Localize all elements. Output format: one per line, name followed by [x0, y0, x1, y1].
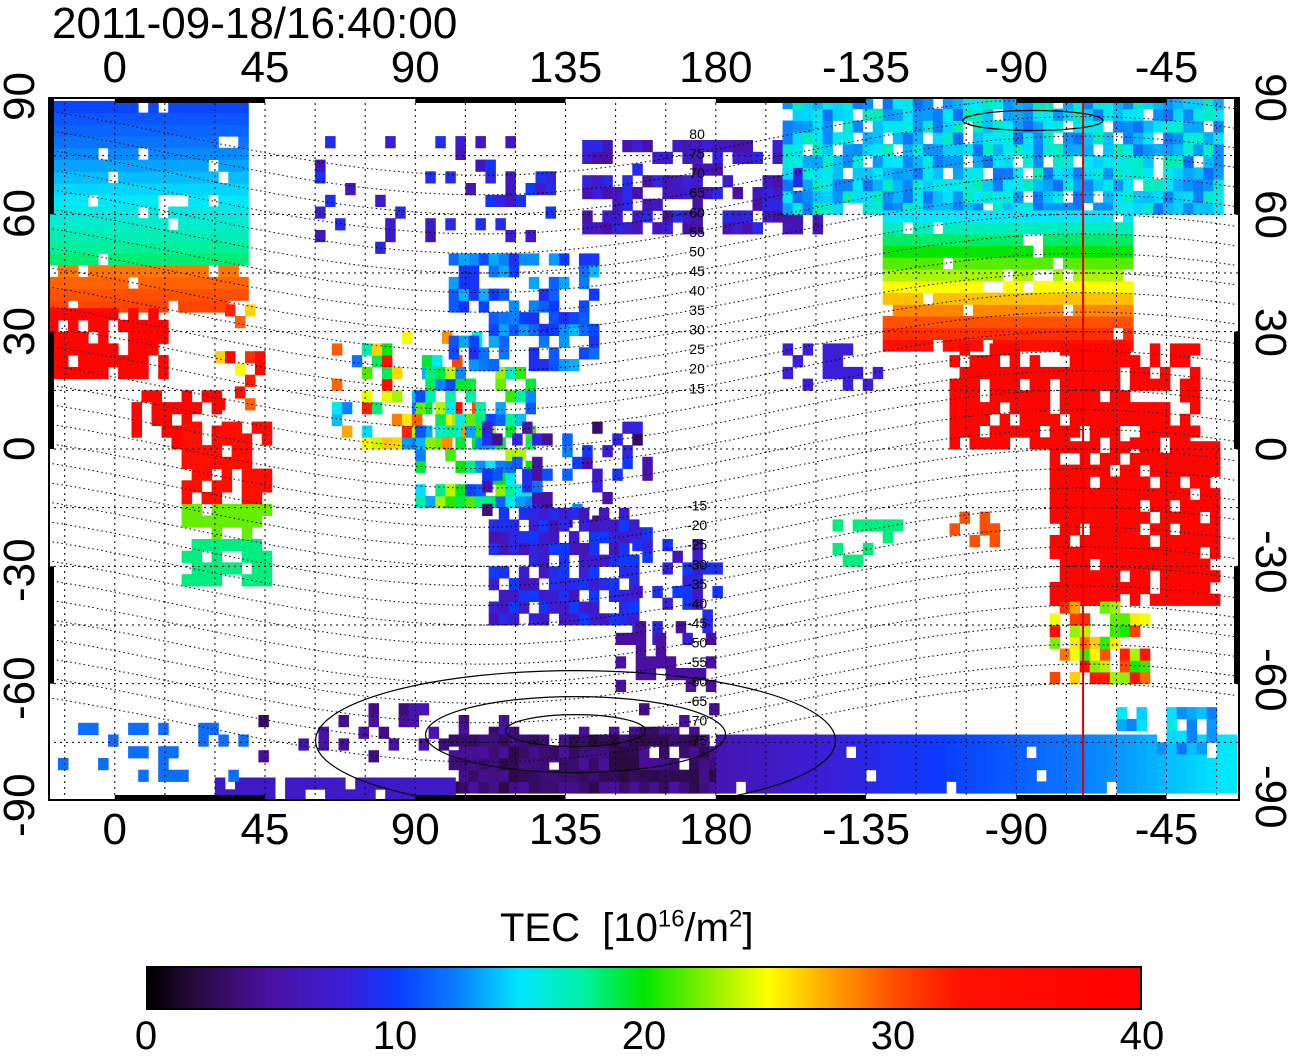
bottom-lon-tick-label: -135: [821, 805, 911, 854]
top-lon-tick-label: 0: [102, 43, 127, 92]
contour-label: -30: [687, 556, 707, 572]
contour-label: 65: [689, 185, 705, 201]
top-lon-tick-label: -45: [1134, 43, 1199, 92]
contour-label: 55: [689, 224, 705, 240]
right-lat-tick-label: 90: [1246, 73, 1292, 122]
bottom-lon-tick-label: 180: [679, 805, 753, 854]
contour-label: 20: [689, 361, 705, 377]
contour-label: -20: [687, 517, 707, 533]
bottom-lon-tick-label: -45: [1134, 805, 1199, 854]
contour-label: -35: [687, 576, 707, 592]
left-lat-tick-label: 0: [0, 437, 44, 461]
contour-label: 15: [689, 380, 705, 396]
bottom-lon-tick-label: -90: [984, 805, 1049, 854]
left-lat-tick-label: -30: [0, 538, 44, 603]
left-lat-tick-label: 90: [0, 72, 44, 121]
top-lon-tick-label: -90: [984, 43, 1049, 92]
top-lon-tick-label: 45: [240, 43, 290, 92]
right-lat-tick-label: 0: [1246, 437, 1292, 462]
bottom-lon-tick-label: 135: [528, 805, 603, 854]
right-lat-tick-label: -30: [1246, 530, 1292, 594]
right-lat-tick-label: 30: [1246, 307, 1292, 357]
contour-label: 45: [689, 263, 705, 279]
tec-data-patches: [48, 97, 1238, 801]
right-lat-tick-label: -90: [1246, 765, 1292, 829]
contour-label: 40: [689, 283, 705, 299]
tec-colorbar: [146, 966, 1142, 1010]
left-lat-tick-label: -60: [0, 656, 44, 720]
left-lat-tick-label: 30: [0, 306, 44, 356]
contour-label: 30: [689, 322, 705, 338]
contour-label: -25: [687, 537, 707, 553]
contour-label: 25: [689, 341, 705, 357]
contour-label: -15: [687, 498, 707, 514]
bottom-lon-tick-label: 45: [240, 805, 290, 854]
top-lon-tick-label: 135: [528, 43, 603, 92]
top-lon-tick-label: -135: [821, 43, 911, 92]
left-lat-tick-label: -90: [0, 773, 44, 837]
bottom-lon-tick-label: 0: [102, 805, 127, 854]
contour-label: 50: [689, 243, 705, 259]
top-lon-tick-label: 90: [390, 43, 440, 92]
contour-labels: 80 75 70 65 60 55 50 45 40 35 30 25 20 15 -15 -20 -25 -30…: [687, 126, 707, 748]
contour-label: -45: [687, 615, 707, 631]
colorbar-tick-label: 10: [372, 1014, 418, 1058]
lat-lon-grid: [48, 97, 1240, 801]
contour-label: -75: [687, 732, 707, 748]
colorbar-tick-label: 40: [1119, 1014, 1165, 1058]
contour-label: -70: [687, 713, 707, 729]
tec-map: 80 75 70 65 60 55 50 45 40 35 30 25 20 15 -15 -20 -25 -30…: [48, 97, 1240, 801]
axis-bar-segments: [48, 97, 1240, 801]
contour-label: -65: [687, 693, 707, 709]
colorbar-tick-label: 30: [870, 1014, 916, 1058]
contour-label: -50: [687, 635, 707, 651]
contour-label: 60: [689, 204, 705, 220]
right-lat-tick-label: -60: [1246, 647, 1292, 712]
contour-label: -40: [687, 595, 707, 611]
colorbar-tick-label: 20: [621, 1014, 667, 1058]
colorbar-tick-label: 0: [134, 1014, 158, 1058]
top-lon-tick-label: 180: [679, 43, 753, 92]
left-lat-tick-label: 60: [0, 189, 44, 239]
contour-label: 35: [689, 302, 705, 318]
bottom-lon-tick-label: 90: [390, 805, 440, 854]
magnetic-latitude-contours: [48, 100, 1237, 801]
contour-label: 75: [689, 146, 705, 162]
right-lat-tick-label: 60: [1246, 190, 1292, 240]
map-title: 2011-09-18/16:40:00: [52, 0, 458, 48]
contour-label: -55: [687, 654, 707, 670]
colorbar-title: TEC [1016/m2]: [500, 905, 754, 950]
contour-label: -60: [687, 674, 707, 690]
contour-label: 80: [689, 126, 705, 142]
contour-label: 70: [689, 165, 705, 181]
